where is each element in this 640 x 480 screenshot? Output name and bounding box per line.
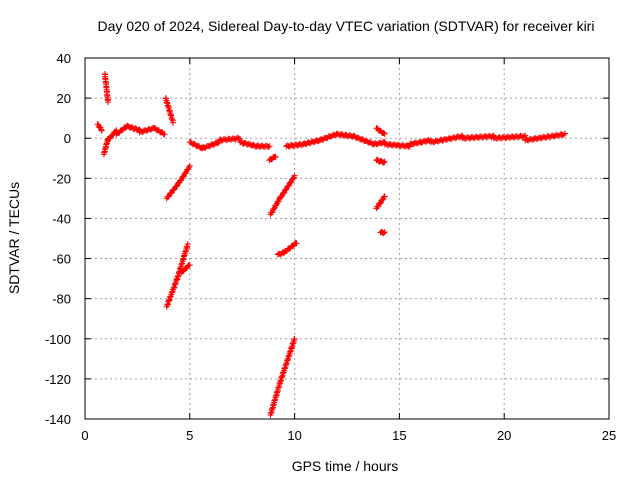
- x-axis-label: GPS time / hours: [292, 458, 399, 474]
- y-tick-label: 20: [57, 91, 71, 106]
- data-point-cluster: [216, 134, 244, 144]
- tick-marks: [84, 57, 610, 420]
- data-point-cluster: [123, 122, 143, 134]
- data-point-cluster: [162, 95, 176, 126]
- data-point-cluster: [276, 172, 298, 202]
- y-tick-label: 0: [64, 131, 71, 146]
- data-point-cluster: [373, 125, 388, 137]
- data-point-cluster: [178, 262, 193, 276]
- data-point-cluster: [267, 380, 283, 418]
- data-point-cluster: [459, 132, 497, 142]
- y-tick-label: 40: [57, 51, 71, 66]
- data-point-cluster: [371, 138, 388, 148]
- data-point-cluster: [113, 123, 130, 138]
- y-tick-label: -40: [52, 211, 71, 226]
- data-point-cluster: [151, 125, 168, 138]
- x-tick-label: 25: [602, 428, 616, 443]
- grid-lines: [85, 58, 609, 419]
- x-tick-label: 20: [497, 428, 511, 443]
- y-tick-label: -100: [45, 332, 71, 347]
- data-point-cluster: [373, 193, 388, 212]
- x-tick-label: 5: [186, 428, 193, 443]
- data-point-cluster: [281, 240, 300, 256]
- data-point-cluster: [333, 130, 357, 140]
- data-point-cluster: [163, 276, 181, 310]
- y-tick-label: -120: [45, 372, 71, 387]
- y-tick-label: -80: [52, 292, 71, 307]
- x-tick-label: 10: [287, 428, 301, 443]
- data-point-cluster: [253, 142, 273, 150]
- data-point-cluster: [300, 137, 323, 148]
- data-point-cluster: [406, 137, 434, 148]
- chart-title: Day 020 of 2024, Sidereal Day-to-day VTE…: [98, 18, 595, 34]
- x-tick-label: 0: [81, 428, 88, 443]
- data-point-cluster: [276, 336, 298, 386]
- data-point-cluster: [490, 132, 529, 142]
- data-point-cluster: [283, 140, 306, 150]
- data-point-cluster: [381, 140, 413, 150]
- plot-frame: [84, 57, 610, 420]
- data-point-cluster: [350, 132, 378, 148]
- data-points: [94, 71, 568, 418]
- data-point-cluster: [199, 139, 223, 152]
- data-point-cluster: [267, 194, 283, 218]
- y-tick-label: -20: [52, 171, 71, 186]
- y-axis-label: SDTVAR / TECUs: [6, 182, 22, 294]
- data-point-cluster: [377, 228, 388, 237]
- data-point-cluster: [94, 121, 105, 134]
- y-tick-label: -60: [52, 252, 71, 267]
- x-tick-label: 15: [392, 428, 406, 443]
- data-point-cluster: [522, 130, 568, 144]
- data-point-cluster: [427, 132, 466, 146]
- data-point-cluster: [266, 153, 279, 164]
- y-tick-label: -140: [45, 412, 71, 427]
- data-point-cluster: [373, 156, 388, 166]
- data-point-cluster: [105, 127, 120, 144]
- data-point-cluster: [101, 71, 112, 106]
- data-point-cluster: [316, 131, 340, 144]
- data-point-cluster: [174, 241, 191, 282]
- data-point-cluster: [176, 162, 193, 186]
